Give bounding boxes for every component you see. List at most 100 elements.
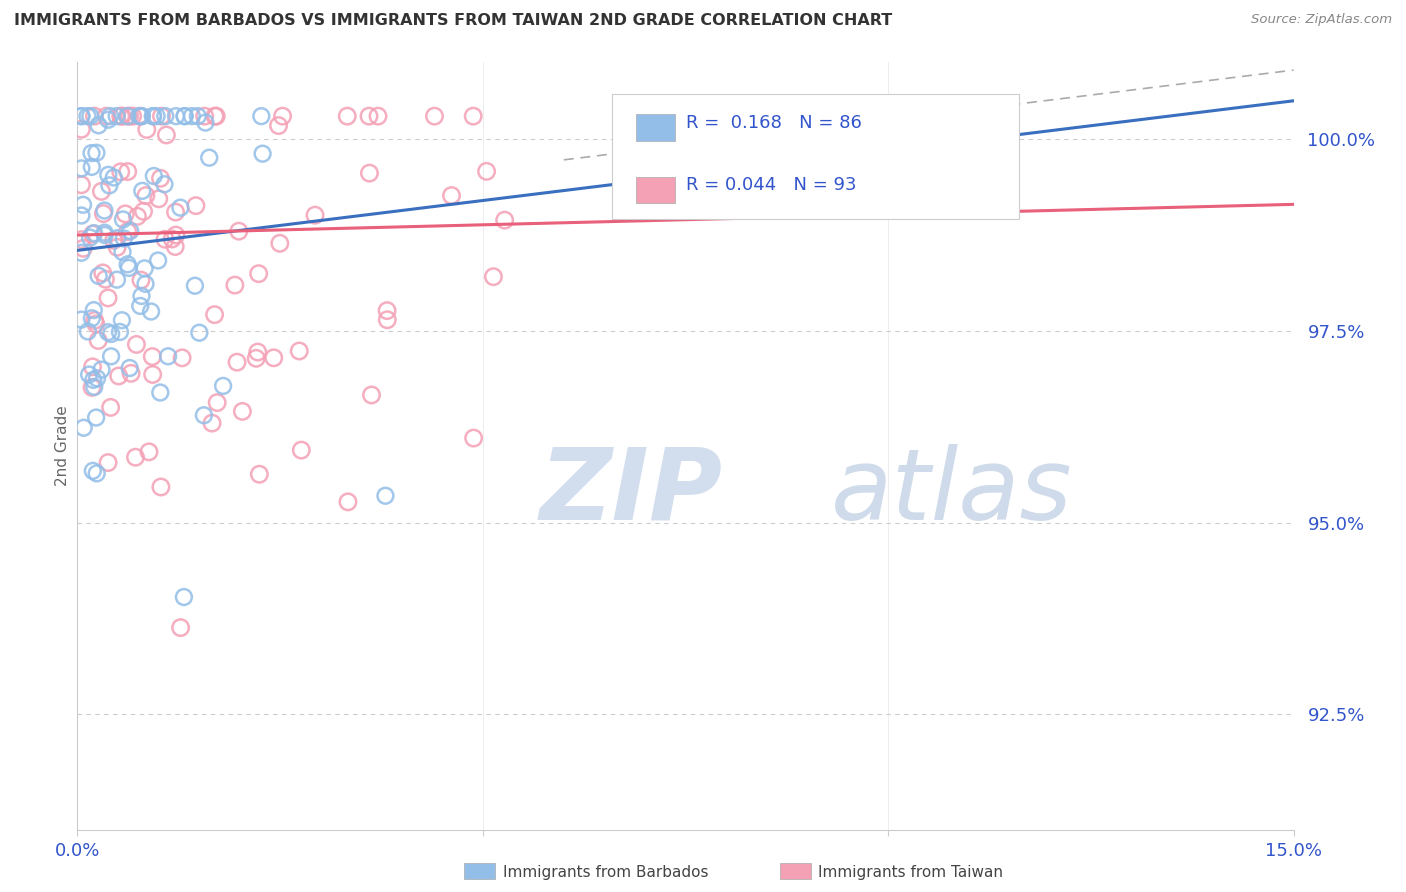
Point: [70, 233, 93, 247]
Point: [80, 311, 103, 326]
Point: [84, 410, 107, 425]
Point: [131, 289, 153, 303]
Point: [440, 188, 463, 202]
Point: [105, 240, 128, 254]
Point: [165, 239, 187, 253]
Point: [367, 109, 389, 123]
Point: [100, 349, 122, 363]
Point: [93, 226, 115, 240]
Point: [482, 269, 505, 284]
Point: [87, 118, 110, 132]
Point: [463, 431, 485, 445]
Point: [125, 337, 148, 351]
Point: [76, 325, 98, 339]
Point: [228, 224, 250, 238]
Point: [247, 267, 270, 281]
Point: [93, 206, 115, 220]
Point: [118, 260, 141, 275]
Point: [148, 192, 170, 206]
Point: [77, 368, 100, 382]
Point: [100, 326, 122, 341]
Point: [155, 128, 177, 142]
Y-axis label: 2nd Grade: 2nd Grade: [55, 406, 70, 486]
Point: [194, 115, 217, 129]
Point: [117, 109, 139, 123]
Point: [201, 416, 224, 430]
Point: [124, 450, 146, 465]
Point: [86, 467, 108, 481]
Point: [73, 421, 96, 435]
Point: [134, 277, 156, 291]
Point: [304, 208, 326, 222]
Point: [360, 388, 382, 402]
Point: [82, 359, 104, 374]
Point: [111, 212, 134, 227]
Point: [142, 169, 165, 183]
Point: [90, 362, 112, 376]
Point: [83, 109, 105, 123]
Point: [142, 109, 165, 123]
Point: [135, 122, 157, 136]
Point: [117, 225, 139, 239]
Point: [375, 303, 398, 318]
Point: [70, 109, 93, 123]
Point: [146, 253, 169, 268]
Point: [91, 266, 114, 280]
Point: [267, 119, 290, 133]
Point: [169, 621, 191, 635]
Point: [475, 164, 498, 178]
Point: [79, 230, 101, 244]
Point: [97, 325, 120, 339]
Point: [129, 109, 152, 123]
Point: [82, 373, 104, 387]
Point: [357, 109, 380, 123]
Point: [205, 395, 228, 409]
Point: [117, 257, 139, 271]
Point: [80, 380, 103, 394]
Point: [181, 109, 204, 123]
Point: [129, 299, 152, 313]
Point: [494, 213, 516, 227]
Point: [80, 146, 103, 161]
Text: Immigrants from Barbados: Immigrants from Barbados: [503, 864, 709, 880]
Point: [153, 178, 176, 192]
Point: [80, 160, 103, 174]
Point: [100, 401, 122, 415]
Point: [142, 109, 165, 123]
Point: [94, 272, 117, 286]
Point: [84, 317, 107, 331]
Point: [97, 456, 120, 470]
Point: [93, 227, 115, 242]
Point: [336, 109, 359, 123]
Point: [134, 261, 156, 276]
Point: [70, 161, 93, 176]
Point: [76, 109, 98, 123]
Point: [204, 308, 226, 322]
Point: [188, 326, 211, 340]
Point: [226, 355, 249, 369]
Point: [110, 165, 132, 179]
Point: [105, 231, 128, 245]
Point: [160, 232, 183, 246]
Point: [83, 380, 105, 394]
Point: [110, 109, 132, 123]
Point: [90, 185, 112, 199]
Point: [70, 178, 93, 192]
Text: Source: ZipAtlas.com: Source: ZipAtlas.com: [1251, 13, 1392, 27]
Point: [105, 109, 128, 123]
Point: [204, 109, 226, 123]
Point: [127, 210, 149, 224]
Point: [173, 109, 195, 123]
Point: [117, 164, 139, 178]
Text: ZIP: ZIP: [540, 443, 723, 541]
Point: [82, 464, 104, 478]
Text: IMMIGRANTS FROM BARBADOS VS IMMIGRANTS FROM TAIWAN 2ND GRADE CORRELATION CHART: IMMIGRANTS FROM BARBADOS VS IMMIGRANTS F…: [14, 13, 893, 29]
Point: [117, 109, 139, 123]
Point: [70, 122, 93, 136]
Point: [70, 245, 93, 260]
Point: [149, 385, 172, 400]
Point: [173, 590, 195, 604]
Point: [96, 109, 118, 123]
Point: [98, 109, 121, 123]
Point: [97, 112, 120, 127]
